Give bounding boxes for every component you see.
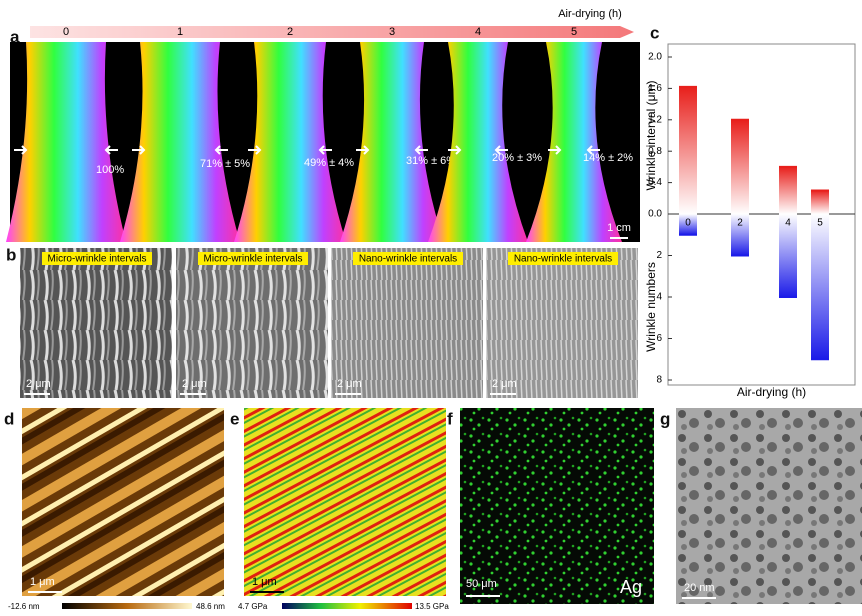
x-axis-label: Air-drying (h) bbox=[737, 385, 806, 399]
panel-label: g bbox=[660, 409, 670, 428]
tag-bg bbox=[42, 252, 152, 265]
sem-image bbox=[486, 248, 638, 398]
scale-bar-label: 2 μm bbox=[182, 378, 207, 390]
image-tag: Micro-wrinkle intervals bbox=[204, 254, 303, 265]
film bbox=[234, 42, 346, 242]
film bbox=[428, 42, 528, 242]
width-ratio: 71% ± 5% bbox=[200, 158, 250, 170]
width-arrow bbox=[132, 145, 228, 155]
width-arrow bbox=[248, 145, 332, 155]
image-tag: Nano-wrinkle intervals bbox=[514, 254, 612, 265]
eds-image bbox=[460, 408, 654, 604]
interval-bar bbox=[731, 119, 749, 214]
scale-bar-label: 1 μm bbox=[252, 576, 277, 588]
width-arrow bbox=[548, 145, 600, 155]
y2-tick-label: 8 bbox=[656, 375, 662, 386]
y-tick-label: 0.8 bbox=[648, 146, 662, 157]
x-tick-label: 2 bbox=[737, 218, 743, 229]
scale-bar-label: 2 μm bbox=[492, 378, 517, 390]
time-label: 5 bbox=[571, 26, 577, 38]
image-tag: Micro-wrinkle intervals bbox=[48, 254, 147, 265]
width-ratio: 100% bbox=[96, 164, 124, 176]
sem-image bbox=[20, 248, 172, 398]
film bbox=[526, 42, 622, 242]
colorbar-min: 4.7 GPa bbox=[238, 602, 268, 611]
panel-label: d bbox=[4, 409, 14, 428]
number-bar bbox=[779, 214, 797, 297]
film bbox=[340, 42, 444, 242]
width-ratio: 49% ± 4% bbox=[304, 157, 354, 169]
time-label: 1 bbox=[177, 26, 183, 38]
panel-label: c bbox=[650, 23, 659, 42]
panel-label: a bbox=[10, 27, 20, 46]
y-tick-label: 2.0 bbox=[648, 52, 662, 63]
scale-bar-label: 2 μm bbox=[337, 378, 362, 390]
sem-image bbox=[331, 248, 483, 398]
scale-bar-label: 20 nm bbox=[684, 582, 715, 594]
time-label: 3 bbox=[389, 26, 395, 38]
y2-tick-label: 6 bbox=[656, 333, 662, 344]
width-arrow bbox=[448, 145, 508, 155]
tag-bg bbox=[353, 252, 463, 265]
film bbox=[6, 42, 126, 242]
panel-label: e bbox=[230, 409, 239, 428]
panel-label: f bbox=[447, 409, 453, 428]
time-label: 0 bbox=[63, 26, 69, 38]
number-bar bbox=[731, 214, 749, 256]
x-tick-label: 5 bbox=[817, 218, 823, 229]
width-ratio: 31% ± 6% bbox=[406, 155, 456, 167]
tag-bg bbox=[198, 252, 308, 265]
time-label: 2 bbox=[287, 26, 293, 38]
y2-axis-label: Wrinkle numbers bbox=[644, 262, 658, 352]
width-ratio: 14% ± 2% bbox=[583, 152, 633, 164]
element-label: Ag bbox=[620, 577, 642, 597]
colorbar-max: 48.6 nm bbox=[196, 602, 225, 611]
y2-tick-label: 4 bbox=[656, 292, 662, 303]
number-bar bbox=[811, 214, 829, 360]
interval-bar bbox=[779, 166, 797, 214]
scale-bar-label: 2 μm bbox=[26, 378, 51, 390]
time-arrow bbox=[30, 26, 634, 38]
time-label: 4 bbox=[475, 26, 481, 38]
y-tick-label: 1.2 bbox=[648, 114, 662, 125]
y2-tick-label: 2 bbox=[656, 250, 662, 261]
film bbox=[120, 42, 240, 242]
y-tick-label: 1.6 bbox=[648, 83, 662, 94]
image-tag: Nano-wrinkle intervals bbox=[359, 254, 457, 265]
width-arrow bbox=[14, 145, 118, 155]
afm-image bbox=[22, 408, 224, 596]
sem-image bbox=[176, 248, 328, 398]
tag-bg bbox=[508, 252, 618, 265]
colorbar bbox=[282, 603, 412, 609]
colorbar bbox=[62, 603, 192, 609]
x-tick-label: 4 bbox=[785, 218, 791, 229]
x-tick-label: 0 bbox=[685, 218, 691, 229]
colorbar-max: 13.5 GPa bbox=[415, 602, 449, 611]
colorbar-min: -12.6 nm bbox=[8, 602, 40, 611]
interval-bar bbox=[811, 190, 829, 214]
width-arrow bbox=[356, 145, 428, 155]
interval-bar bbox=[679, 86, 697, 214]
arrow-label: Air-drying (h) bbox=[558, 8, 622, 20]
modulus-image bbox=[244, 408, 446, 596]
y-tick-label: 0.0 bbox=[648, 209, 662, 220]
width-ratio: 20% ± 3% bbox=[492, 152, 542, 164]
scale-bar-label: 50 μm bbox=[466, 578, 497, 590]
panel-label: b bbox=[6, 245, 16, 264]
scale-bar-label: 1 μm bbox=[30, 576, 55, 588]
number-bar bbox=[679, 214, 697, 235]
tem-image bbox=[676, 408, 862, 604]
y-tick-label: 0.4 bbox=[648, 177, 662, 188]
scale-bar-label: 1 cm bbox=[607, 222, 631, 234]
y-axis-label: Wrinkle interval (μm) bbox=[644, 80, 658, 190]
